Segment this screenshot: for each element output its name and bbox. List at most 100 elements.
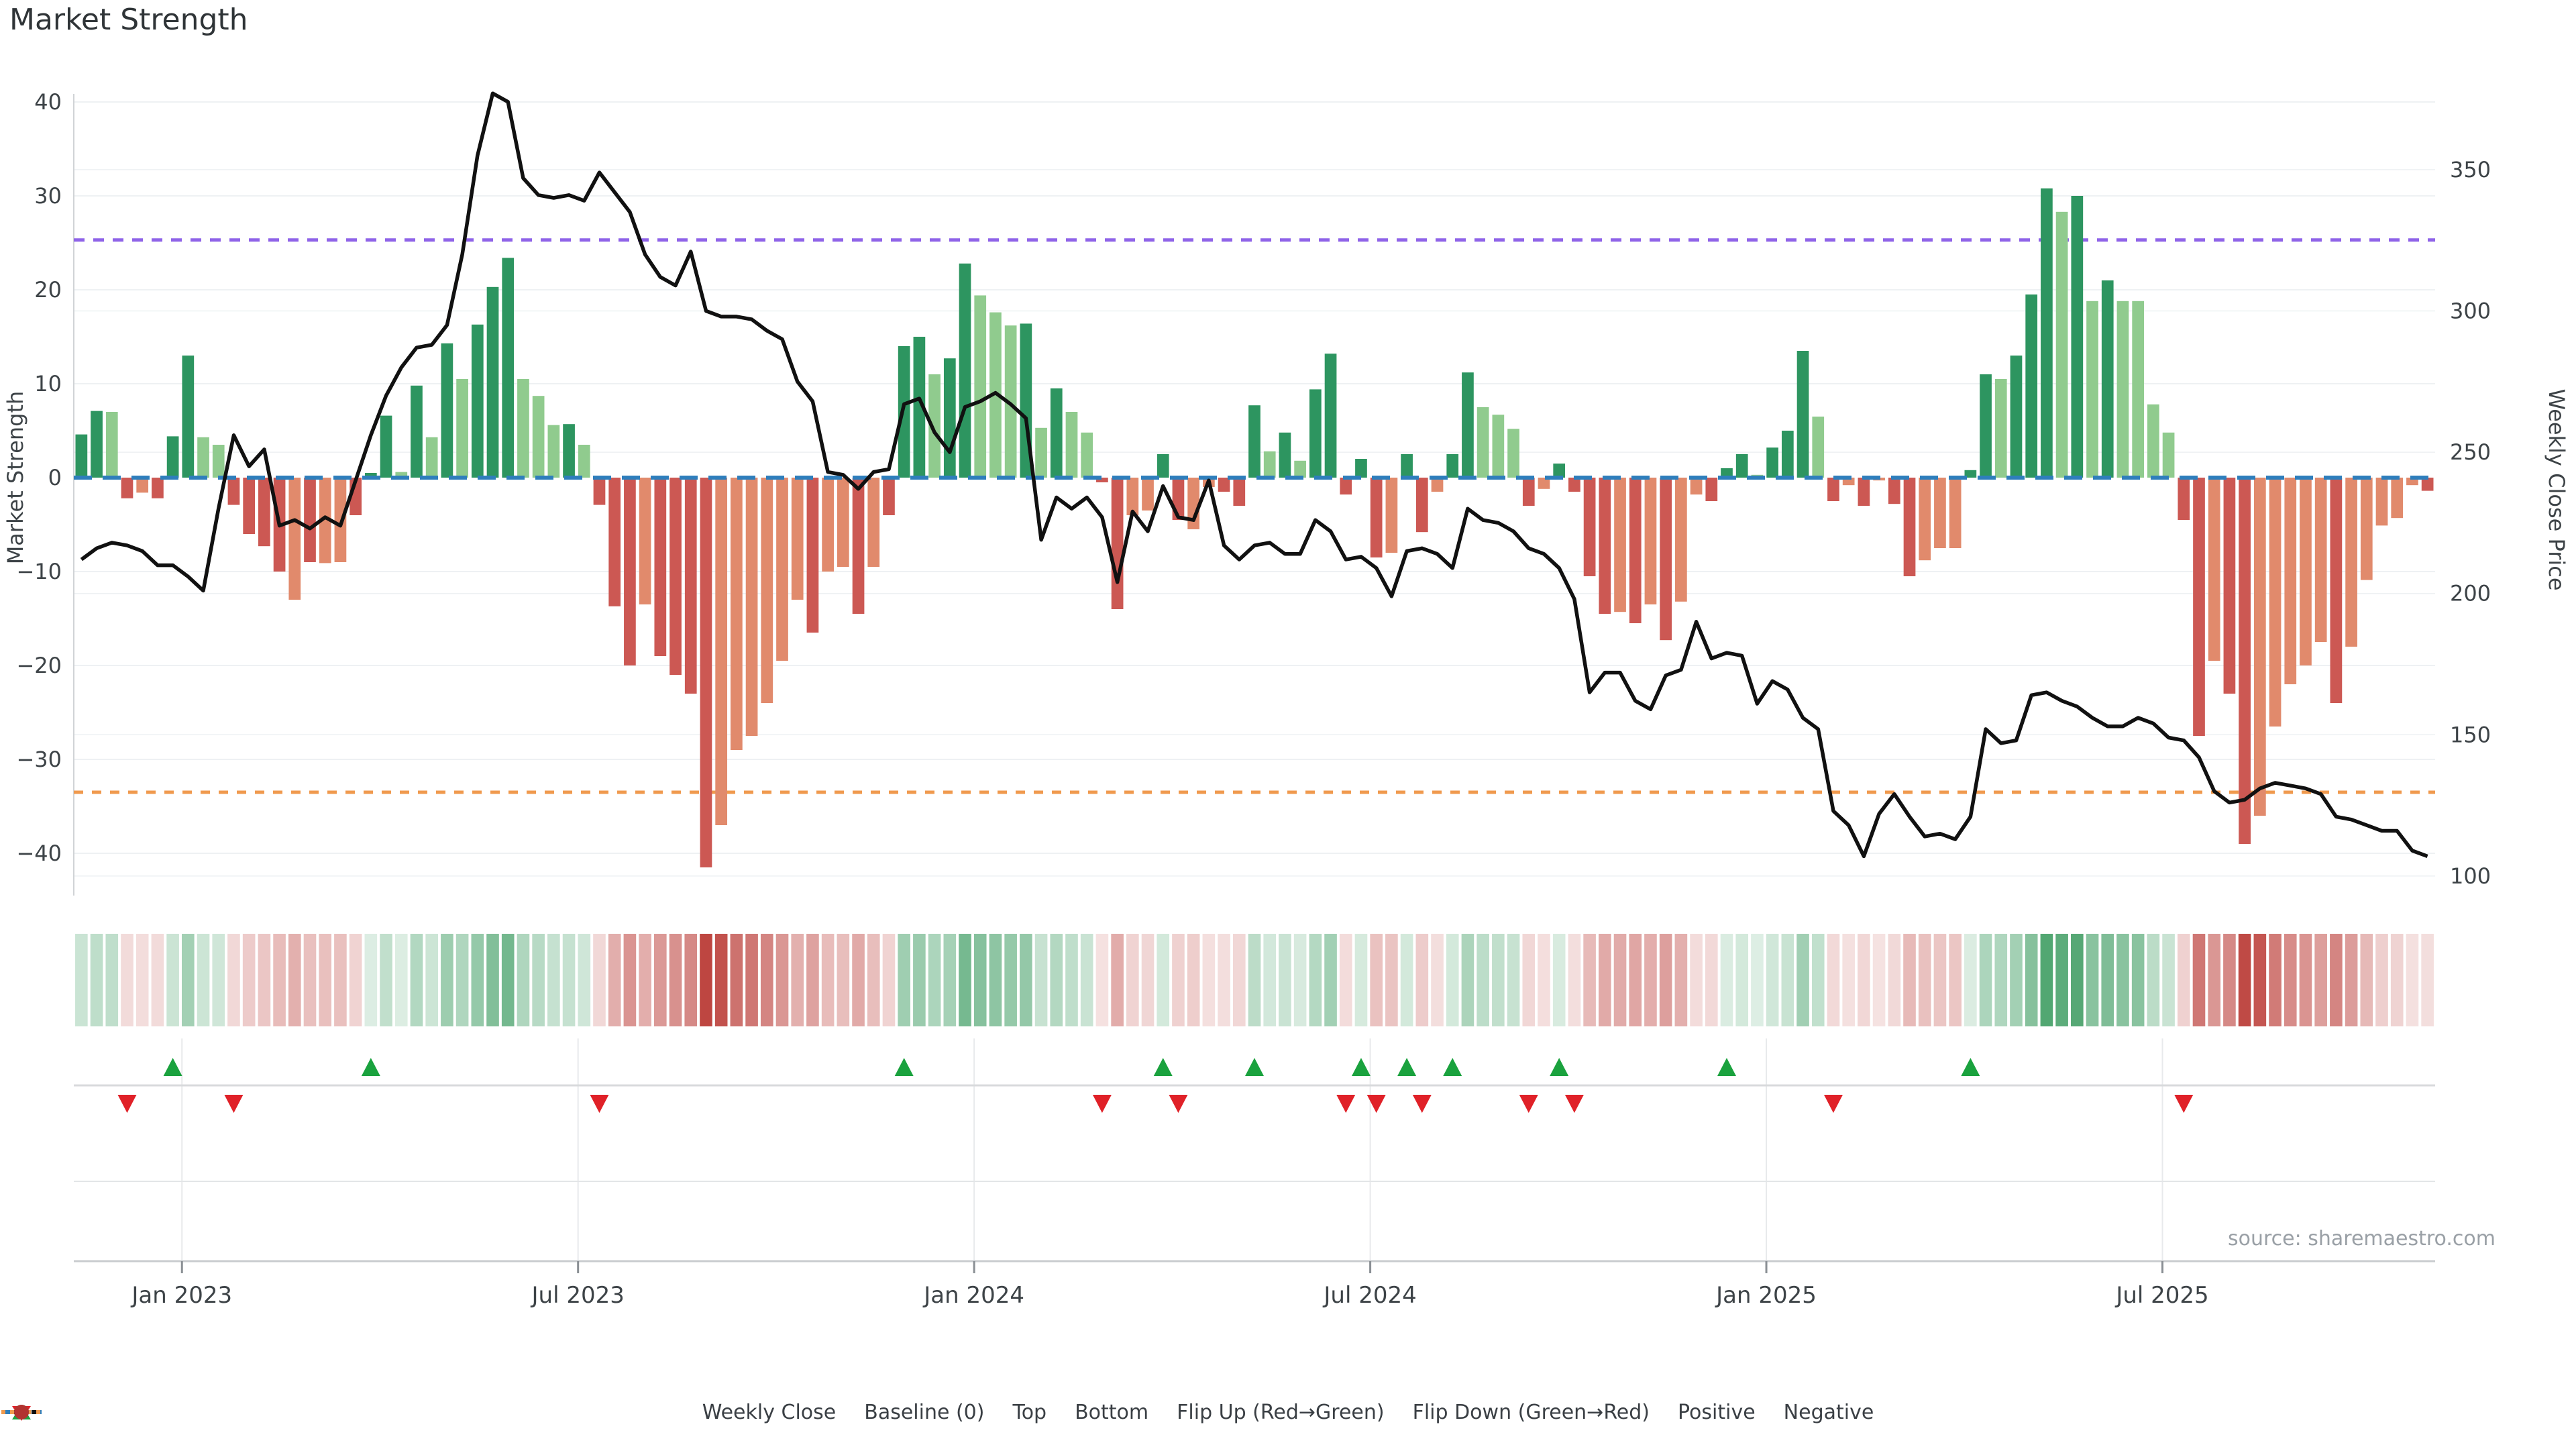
heatmap-cell bbox=[593, 934, 606, 1026]
heatmap-cell bbox=[151, 934, 164, 1026]
strength-bar-negative bbox=[258, 478, 270, 547]
legend-item: Bottom bbox=[1, 1401, 1148, 1424]
heatmap-cell bbox=[2025, 934, 2038, 1026]
strength-bar-positive bbox=[380, 415, 392, 478]
strength-bar-positive bbox=[1294, 460, 1306, 478]
heatmap-cell bbox=[1004, 934, 1017, 1026]
chart-title: Market Strength bbox=[9, 3, 248, 37]
heatmap-cell bbox=[1431, 934, 1444, 1026]
strength-bar-positive bbox=[1263, 451, 1276, 478]
strength-bar-positive bbox=[928, 374, 941, 478]
heatmap-cell bbox=[1568, 934, 1581, 1026]
x-tick-label: Jan 2023 bbox=[130, 1282, 232, 1309]
heatmap-cell bbox=[1218, 934, 1230, 1026]
flip-up-marker bbox=[1550, 1058, 1569, 1076]
flip-up-marker bbox=[1397, 1058, 1417, 1076]
legend-item: Weekly Close bbox=[1, 1401, 836, 1424]
strength-bar-positive bbox=[913, 337, 926, 478]
flip-down-marker bbox=[1519, 1095, 1538, 1113]
strength-bar-negative bbox=[1842, 478, 1855, 486]
heatmap-cell bbox=[1309, 934, 1322, 1026]
heatmap-cell bbox=[639, 934, 651, 1026]
strength-bar-negative bbox=[1949, 478, 1962, 548]
flip-down-marker bbox=[1169, 1095, 1188, 1113]
legend-label: Negative bbox=[1783, 1401, 1874, 1424]
strength-bar-positive bbox=[166, 436, 179, 478]
flip-down-marker bbox=[1564, 1095, 1584, 1113]
heatmap-cell bbox=[1781, 934, 1794, 1026]
strength-bar-positive bbox=[441, 343, 453, 478]
strength-bar-positive bbox=[578, 445, 590, 478]
strength-bar-negative bbox=[2223, 478, 2236, 694]
strength-bar-positive bbox=[425, 437, 438, 478]
strength-bar-negative bbox=[1675, 478, 1687, 602]
left-axis-tick-label: 0 bbox=[48, 465, 62, 490]
strength-bar-positive bbox=[2025, 294, 2038, 478]
right-axis-title: Weekly Close Price bbox=[2544, 388, 2569, 590]
strength-bar-negative bbox=[2178, 478, 2190, 520]
flip-down-marker bbox=[1366, 1095, 1386, 1113]
heatmap-cell bbox=[1248, 934, 1261, 1026]
heatmap-cell bbox=[1735, 934, 1749, 1026]
strength-bar-negative bbox=[2253, 478, 2266, 816]
heatmap-cell bbox=[1065, 934, 1078, 1026]
strength-bar-negative bbox=[1827, 478, 1839, 501]
heatmap-cell bbox=[2208, 934, 2221, 1026]
heatmap-cell bbox=[898, 934, 910, 1026]
source-note: source: sharemaestro.com bbox=[2228, 1227, 2496, 1250]
heatmap-cell bbox=[2375, 934, 2388, 1026]
flip-up-marker bbox=[1351, 1058, 1371, 1076]
strength-bar-negative bbox=[2406, 478, 2418, 486]
strength-bar-negative bbox=[822, 478, 834, 572]
heatmap-cell bbox=[410, 934, 423, 1026]
x-tick-label: Jul 2023 bbox=[531, 1282, 625, 1309]
heatmap-cell bbox=[2314, 934, 2327, 1026]
heatmap-cell bbox=[1522, 934, 1536, 1026]
strength-bar-positive bbox=[1401, 454, 1413, 478]
heatmap-cell bbox=[121, 934, 133, 1026]
strength-bar-positive bbox=[563, 424, 575, 478]
strength-bar-negative bbox=[731, 478, 743, 750]
strength-bar-positive bbox=[182, 356, 195, 478]
strength-bar-negative bbox=[2284, 478, 2297, 684]
heatmap-cell bbox=[394, 934, 408, 1026]
strength-bar-positive bbox=[1081, 432, 1093, 478]
legend-swatch-dot-icon bbox=[14, 1405, 29, 1419]
strength-bar-positive bbox=[2055, 211, 2068, 478]
flip-up-marker bbox=[1153, 1058, 1173, 1076]
heatmap-cell bbox=[166, 934, 179, 1026]
strength-bar-negative bbox=[152, 478, 164, 498]
heatmap-cell bbox=[197, 934, 210, 1026]
strength-bar-positive bbox=[943, 358, 956, 478]
strength-bar-positive bbox=[105, 412, 118, 478]
left-axis-tick-label: −10 bbox=[16, 559, 62, 584]
flip-up-marker bbox=[361, 1058, 380, 1076]
heatmap-cell bbox=[349, 934, 362, 1026]
strength-bar-positive bbox=[1980, 374, 1992, 478]
strength-bar-negative bbox=[1538, 478, 1550, 489]
flip-down-marker bbox=[224, 1095, 244, 1113]
strength-bar-negative bbox=[1583, 478, 1596, 576]
heatmap-cell bbox=[1659, 934, 1672, 1026]
heatmap-cell bbox=[1903, 934, 1916, 1026]
legend-label: Positive bbox=[1678, 1401, 1756, 1424]
flip-down-marker bbox=[1336, 1095, 1356, 1113]
strength-bar-positive bbox=[1553, 464, 1566, 478]
x-tick-label: Jan 2024 bbox=[922, 1282, 1024, 1309]
heatmap-cell bbox=[1293, 934, 1307, 1026]
heatmap-cell bbox=[1263, 934, 1277, 1026]
strength-bar-positive bbox=[532, 396, 545, 478]
strength-bar-positive bbox=[1462, 372, 1474, 478]
strength-bar-positive bbox=[395, 472, 408, 478]
right-axis-tick-label: 350 bbox=[2450, 157, 2491, 182]
heatmap-cell bbox=[1187, 934, 1200, 1026]
heatmap-cell bbox=[1095, 934, 1109, 1026]
strength-bar-negative bbox=[1370, 478, 1383, 557]
heatmap-cell bbox=[1918, 934, 1931, 1026]
strength-bar-positive bbox=[1735, 454, 1748, 478]
heatmap-cell bbox=[1400, 934, 1413, 1026]
strength-bar-negative bbox=[776, 478, 788, 661]
heatmap-cell bbox=[1157, 934, 1170, 1026]
heatmap-cell bbox=[2131, 934, 2145, 1026]
heatmap-cell bbox=[1933, 934, 1947, 1026]
